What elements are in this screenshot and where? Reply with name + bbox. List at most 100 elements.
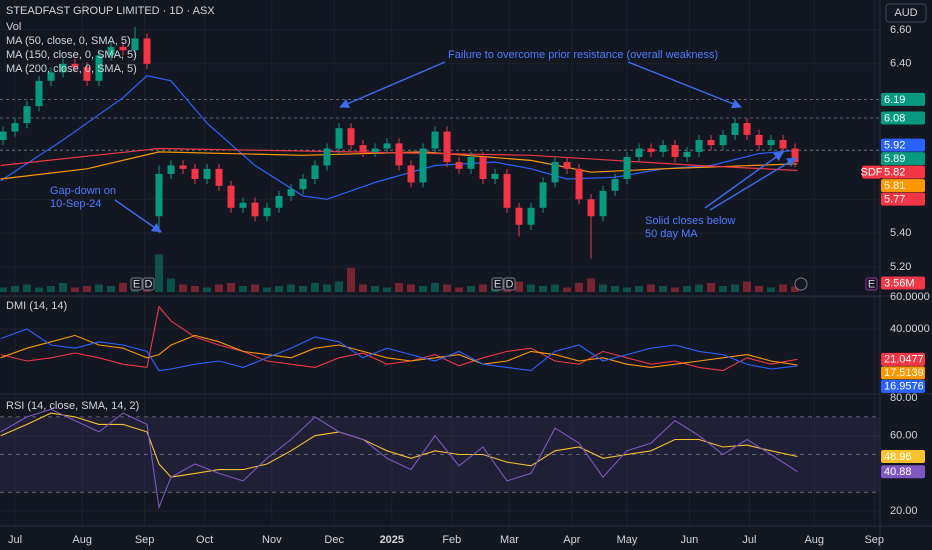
volume-bar [335, 281, 344, 292]
candle-body [95, 55, 103, 81]
volume-tag [881, 276, 925, 290]
x-tick-label: Sep [135, 534, 155, 546]
candle-body [779, 140, 787, 149]
axis-value-label: 5.81 [884, 180, 905, 192]
volume-bar [695, 284, 704, 292]
annotation: Gap-down on [50, 185, 116, 197]
volume-bar [59, 283, 68, 292]
candle-body [167, 165, 175, 174]
candle-body [143, 38, 151, 64]
candle-body [47, 72, 55, 81]
plot [0, 26, 800, 510]
y-tick-label: 80.00 [890, 392, 918, 404]
candle-body [83, 67, 91, 81]
volume-bar [167, 278, 176, 292]
axis-value-label: 40.88 [884, 466, 912, 478]
event-label[interactable]: D [145, 278, 153, 290]
candle-body [59, 63, 67, 73]
candle-body [11, 123, 19, 132]
volume-bar [107, 286, 116, 292]
axis-value-tag [881, 192, 925, 206]
candle-body [107, 46, 115, 56]
candle-body [695, 140, 703, 152]
volume-bar [767, 287, 776, 292]
candle-body [299, 178, 307, 190]
event-label[interactable]: E [494, 278, 501, 290]
event-label[interactable]: D [506, 278, 514, 290]
symbol-tag [862, 165, 881, 179]
dividend-icon[interactable] [794, 277, 808, 291]
event-icon[interactable] [491, 277, 504, 291]
candle-body [671, 145, 679, 157]
volume-bar [683, 286, 692, 292]
candle-body [179, 165, 187, 169]
axis-value-tag [881, 179, 925, 193]
indicator-label: MA (200, close, 0, SMA, 5) [6, 63, 137, 75]
volume-bar [347, 268, 356, 292]
y-tick-label: 60.0000 [890, 291, 930, 303]
y-tick-label: 40.0000 [890, 323, 930, 335]
volume-bar [47, 286, 56, 292]
volume-bar [323, 284, 332, 292]
volume-bar [443, 284, 452, 292]
volume-bar [155, 254, 164, 292]
volume-bar [0, 287, 8, 292]
candle-body [755, 134, 763, 146]
candle-body [323, 148, 331, 166]
volume-bar [707, 283, 716, 292]
volume-bar [731, 284, 740, 292]
volume-bar [623, 287, 632, 292]
axis-value-tag [881, 449, 925, 463]
event-icon[interactable] [130, 277, 143, 291]
y-tick-label: 5.40 [890, 227, 911, 239]
event-icon[interactable] [142, 277, 155, 291]
event-label[interactable]: E [868, 278, 875, 290]
event-icons: E D E D E [130, 277, 878, 291]
currency-label[interactable]: AUD [894, 7, 917, 19]
event-label[interactable]: E [133, 278, 140, 290]
chart-title: STEADFAST GROUP LIMITED · 1D · ASX [6, 5, 215, 17]
volume-bar [599, 284, 608, 292]
event-icon[interactable] [503, 277, 516, 291]
axis-value-tag [881, 165, 925, 179]
annotation: Failure to overcome prior resistance (ov… [448, 49, 718, 61]
volume-bar [11, 286, 20, 292]
candle-body [515, 207, 523, 225]
volume-bar [671, 287, 680, 292]
currency-button[interactable] [885, 3, 927, 23]
candle-body [647, 148, 655, 152]
candle-body [227, 185, 235, 208]
volume-bar [659, 286, 668, 292]
volume-bar [119, 283, 128, 292]
volume-bar [359, 284, 368, 292]
volume-bar [455, 287, 464, 292]
candle-body [239, 202, 247, 208]
volume-bar [227, 283, 236, 292]
volume-bar [647, 284, 656, 292]
axis-value-label: 21.0477 [884, 354, 924, 366]
candle-body [359, 145, 367, 152]
volume-bar [179, 284, 188, 292]
annotation: 10-Sep-24 [50, 198, 101, 210]
event-icon[interactable] [865, 277, 878, 291]
candle-body [707, 140, 715, 146]
candle-body [719, 134, 727, 146]
candle-body [479, 156, 487, 179]
volume-bar [611, 286, 620, 292]
axis-value-tag [881, 465, 925, 479]
candle-body [563, 162, 571, 169]
annotation-arrow [627, 61, 742, 109]
candle-body [551, 162, 559, 183]
volume-bar [743, 281, 752, 292]
axis-value-label: 5.82 [884, 167, 905, 179]
candle-body [683, 151, 691, 157]
candle-body [0, 131, 7, 141]
axis-value-tag [881, 138, 925, 152]
volume-bar [395, 283, 404, 292]
moving-average [0, 147, 798, 172]
candle-body [275, 195, 283, 208]
symbol-label: SDF [861, 167, 883, 179]
candle-body [419, 148, 427, 183]
candle-body [71, 63, 79, 68]
